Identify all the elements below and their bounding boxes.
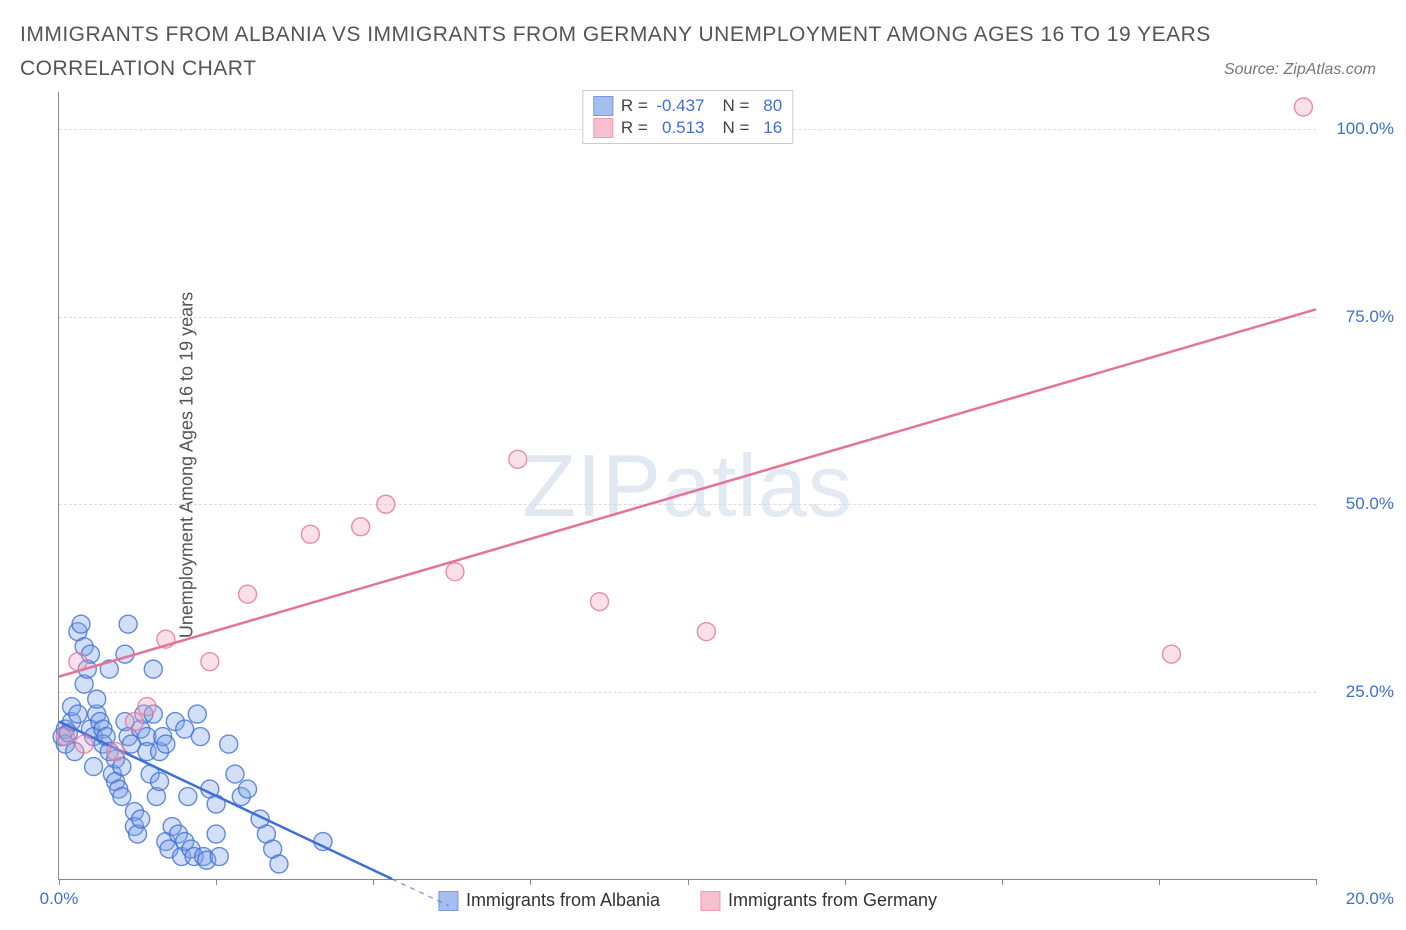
scatter-plot-svg: [59, 92, 1316, 879]
legend-label-albania: Immigrants from Albania: [466, 890, 660, 911]
r-label: R =: [621, 96, 648, 115]
r-value-germany: 0.513: [653, 118, 705, 138]
series-legend: Immigrants from Albania Immigrants from …: [438, 890, 937, 911]
y-tick-label: 100.0%: [1336, 119, 1394, 139]
legend-swatch-germany: [593, 118, 613, 138]
y-tick-label: 25.0%: [1346, 682, 1394, 702]
n-value-albania: 80: [754, 96, 782, 116]
n-label: N =: [723, 96, 750, 115]
r-value-albania: -0.437: [653, 96, 705, 116]
x-tick-max: 20.0%: [1346, 889, 1394, 909]
legend-item-albania: Immigrants from Albania: [438, 890, 660, 911]
n-label: N =: [723, 118, 750, 137]
chart-plot-area: ZIPatlas R = -0.437 N = 80 R = 0.513 N =…: [58, 92, 1316, 880]
r-label: R =: [621, 118, 648, 137]
source-value: ZipAtlas.com: [1284, 61, 1376, 78]
chart-title: IMMIGRANTS FROM ALBANIA VS IMMIGRANTS FR…: [20, 18, 1224, 85]
legend-swatch-albania: [593, 96, 613, 116]
y-tick-label: 75.0%: [1346, 307, 1394, 327]
y-tick-label: 50.0%: [1346, 494, 1394, 514]
legend-row-germany: R = 0.513 N = 16: [593, 117, 782, 139]
source-attribution: Source: ZipAtlas.com: [1224, 61, 1376, 85]
n-value-germany: 16: [754, 118, 782, 138]
correlation-legend: R = -0.437 N = 80 R = 0.513 N = 16: [582, 90, 793, 144]
legend-label-germany: Immigrants from Germany: [728, 890, 937, 911]
source-label: Source:: [1224, 61, 1279, 78]
legend-row-albania: R = -0.437 N = 80: [593, 95, 782, 117]
legend-item-germany: Immigrants from Germany: [700, 890, 937, 911]
legend-swatch-albania: [438, 891, 458, 911]
legend-swatch-germany: [700, 891, 720, 911]
x-tick-min: 0.0%: [40, 889, 79, 909]
